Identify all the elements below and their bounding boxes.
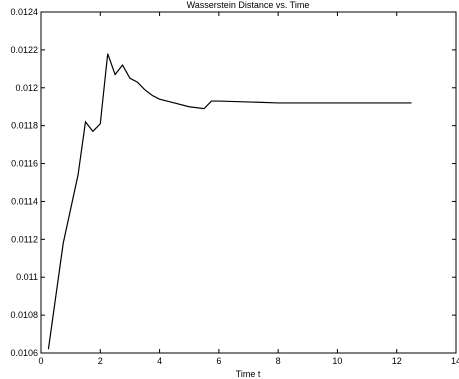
y-tick-label: 0.011 bbox=[16, 272, 38, 282]
x-tick-label: 10 bbox=[332, 356, 342, 366]
y-tick-label: 0.0112 bbox=[11, 234, 38, 244]
chart-title: Wasserstein Distance vs. Time bbox=[187, 0, 310, 10]
x-tick-label: 4 bbox=[157, 356, 162, 366]
x-tick-label: 12 bbox=[392, 356, 402, 366]
y-tick-label: 0.0118 bbox=[11, 121, 38, 131]
y-tick-label: 0.012 bbox=[15, 83, 38, 93]
x-tick-label: 2 bbox=[98, 356, 103, 366]
x-tick-label: 0 bbox=[38, 356, 43, 366]
x-tick-label: 8 bbox=[276, 356, 281, 366]
y-tick-label: 0.0114 bbox=[11, 196, 38, 206]
x-tick-label: 14 bbox=[451, 356, 459, 366]
line-series bbox=[47, 53, 412, 350]
y-tick-label: 0.0108 bbox=[10, 310, 38, 320]
x-tick-label: 6 bbox=[216, 356, 221, 366]
y-tick-label: 0.0124 bbox=[10, 7, 38, 17]
y-tick-label: 0.0122 bbox=[10, 45, 38, 55]
x-axis-label: Time t bbox=[236, 369, 261, 379]
y-tick-label: 0.0106 bbox=[10, 348, 38, 358]
plot-frame bbox=[40, 11, 457, 354]
y-tick-label: 0.0116 bbox=[11, 159, 38, 169]
